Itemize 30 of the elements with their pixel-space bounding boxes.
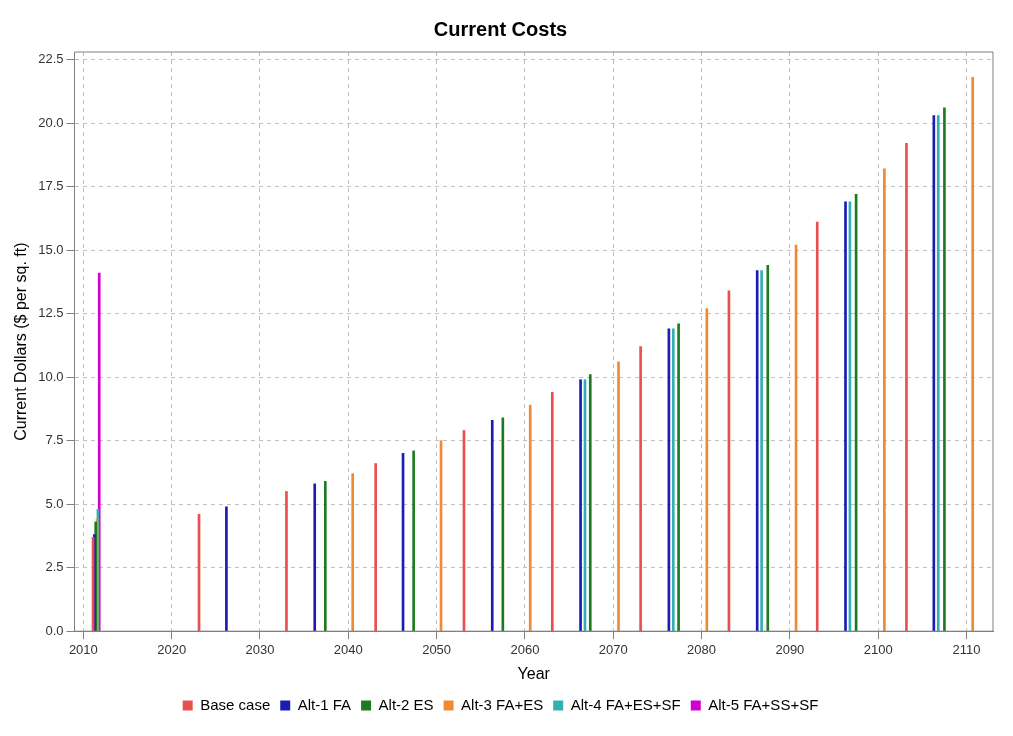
- legend-label: Alt-4 FA+ES+SF: [570, 695, 681, 713]
- y-tick-label: 17.5: [38, 178, 64, 194]
- legend-label: Alt-1 FA: [297, 695, 352, 713]
- x-tick-label: 2040: [333, 641, 363, 657]
- y-tick-label: 12.5: [38, 305, 64, 321]
- legend-label: Alt-5 FA+SS+SF: [708, 695, 819, 713]
- legend-label: Base case: [200, 695, 271, 713]
- x-tick-label: 2080: [687, 641, 717, 657]
- y-tick-label: 15.0: [38, 241, 64, 257]
- x-tick-label: 2010: [68, 641, 98, 657]
- y-tick-label: 0.0: [45, 622, 64, 638]
- x-tick-label: 2030: [245, 641, 275, 657]
- x-tick-label: 2110: [952, 641, 981, 657]
- y-tick-label: 5.0: [45, 495, 64, 511]
- x-axis-title: Year: [517, 664, 551, 682]
- legend-label: Alt-3 FA+ES: [461, 695, 544, 713]
- x-tick-label: 2070: [598, 641, 628, 657]
- x-tick-label: 2050: [422, 641, 452, 657]
- legend-label: Alt-2 ES: [378, 695, 434, 713]
- x-tick-label: 2090: [775, 641, 805, 657]
- chart-title: Current Costs: [433, 17, 568, 40]
- y-tick-label: 20.0: [38, 114, 64, 130]
- x-tick-label: 2100: [863, 641, 893, 657]
- y-axis-title: Current Dollars ($ per sq. ft): [12, 242, 30, 441]
- y-tick-label: 10.0: [38, 368, 64, 384]
- x-tick-label: 2020: [157, 641, 187, 657]
- y-tick-label: 7.5: [45, 432, 64, 448]
- y-tick-label: 22.5: [38, 51, 64, 67]
- y-tick-label: 2.5: [45, 559, 64, 575]
- x-tick-label: 2060: [510, 641, 540, 657]
